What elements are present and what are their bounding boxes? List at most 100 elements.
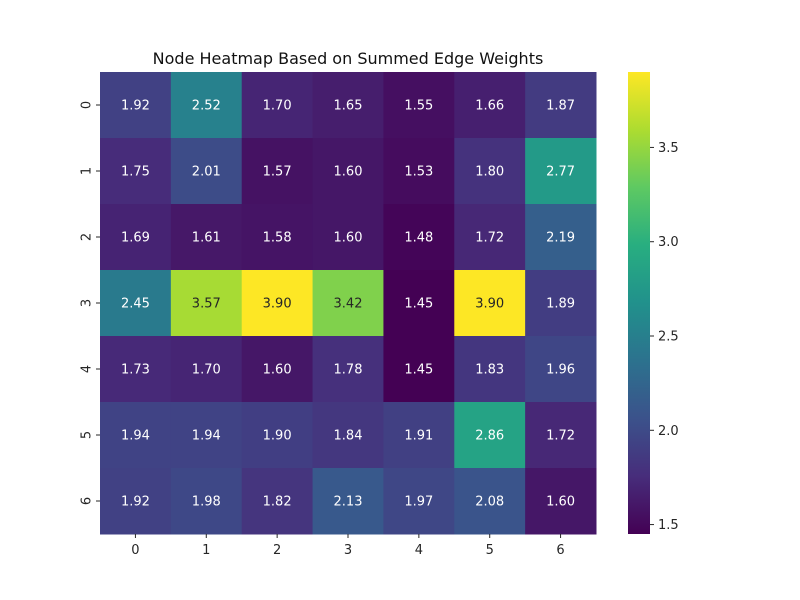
colorbar xyxy=(628,72,650,534)
heatmap-cell xyxy=(383,138,455,205)
x-tick-label: 0 xyxy=(131,543,139,558)
heatmap-cell xyxy=(100,204,172,271)
heatmap-cell xyxy=(170,204,243,271)
y-tick-label: 0 xyxy=(80,101,95,109)
heatmap-cell xyxy=(241,270,314,337)
cell-value-label: 1.87 xyxy=(546,99,575,114)
x-tick-label: 2 xyxy=(273,543,281,558)
heatmap-cell xyxy=(525,336,597,403)
cell-value-label: 3.90 xyxy=(263,297,292,312)
cell-value-label: 1.91 xyxy=(404,429,433,444)
x-tick-label: 3 xyxy=(344,543,352,558)
heatmap-cell xyxy=(100,270,172,337)
colorbar-tick-label: 1.5 xyxy=(658,518,679,533)
heatmap-cell xyxy=(312,138,384,205)
heatmap-cell xyxy=(454,402,526,469)
cell-value-label: 1.65 xyxy=(334,99,363,114)
heatmap-cell xyxy=(170,402,243,469)
y-tick-label: 6 xyxy=(80,497,95,505)
colorbar-tick-label: 3.5 xyxy=(658,141,679,156)
cell-value-label: 1.53 xyxy=(404,165,433,180)
cell-value-label: 1.94 xyxy=(121,429,150,444)
heatmap-cell xyxy=(312,402,384,469)
cell-value-label: 1.60 xyxy=(546,495,575,510)
cell-value-label: 1.72 xyxy=(546,429,575,444)
cell-value-label: 3.57 xyxy=(192,297,221,312)
heatmap-cell xyxy=(170,336,243,403)
colorbar-tick-label: 3.0 xyxy=(658,235,679,250)
cell-value-label: 2.08 xyxy=(475,495,504,510)
cell-value-label: 1.70 xyxy=(263,99,292,114)
cell-value-label: 1.60 xyxy=(334,231,363,246)
heatmap-cell xyxy=(100,336,172,403)
heatmap-cell xyxy=(170,72,243,139)
heatmap-cell xyxy=(241,402,314,469)
heatmap-cell xyxy=(525,138,597,205)
cell-value-label: 1.57 xyxy=(263,165,292,180)
colorbar-tick-label: 2.0 xyxy=(658,424,679,439)
heatmap-cell xyxy=(525,72,597,139)
heatmap-cell xyxy=(312,336,384,403)
heatmap-cell xyxy=(383,270,455,337)
cell-value-label: 2.19 xyxy=(546,231,575,246)
cell-value-label: 1.45 xyxy=(404,363,433,378)
cell-value-label: 1.78 xyxy=(334,363,363,378)
heatmap-cell xyxy=(525,270,597,337)
heatmap-cell xyxy=(100,138,172,205)
heatmap-cell xyxy=(525,468,597,535)
heatmap-cell xyxy=(454,138,526,205)
cell-value-label: 1.84 xyxy=(334,429,363,444)
cell-value-label: 1.97 xyxy=(404,495,433,510)
chart-title: Node Heatmap Based on Summed Edge Weight… xyxy=(153,49,544,68)
cell-value-label: 1.94 xyxy=(192,429,221,444)
cell-value-label: 1.80 xyxy=(475,165,504,180)
heatmap-cell xyxy=(170,468,243,535)
y-axis: 0 1 2 3 4 5 6 xyxy=(80,101,100,505)
cell-value-label: 1.90 xyxy=(263,429,292,444)
cell-value-label: 1.92 xyxy=(121,495,150,510)
heatmap-cell xyxy=(312,468,384,535)
cell-value-label: 1.60 xyxy=(334,165,363,180)
heatmap-cell xyxy=(241,138,314,205)
y-tick-label: 4 xyxy=(80,365,95,373)
cell-value-label: 1.82 xyxy=(263,495,292,510)
cell-value-label: 1.89 xyxy=(546,297,575,312)
heatmap-cell xyxy=(454,468,526,535)
y-tick-label: 2 xyxy=(80,233,95,241)
heatmap-cell xyxy=(383,468,455,535)
cell-value-label: 2.13 xyxy=(334,495,363,510)
heatmap-cell xyxy=(170,270,243,337)
heatmap-cell xyxy=(525,402,597,469)
cell-value-label: 1.55 xyxy=(404,99,433,114)
cell-value-label: 1.92 xyxy=(121,99,150,114)
cell-value-label: 1.83 xyxy=(475,363,504,378)
cell-value-label: 1.60 xyxy=(263,363,292,378)
cell-value-label: 2.77 xyxy=(546,165,575,180)
cell-value-label: 3.42 xyxy=(334,297,363,312)
heatmap-cells: 1.92 2.52 1.70 1.65 1.55 1.66 1.87 1.75 2.01 1.57… xyxy=(100,72,597,535)
cell-value-label: 1.96 xyxy=(546,363,575,378)
colorbar-ticks: 1.5 2.0 2.5 3.0 3.5 xyxy=(650,141,679,533)
cell-value-label: 1.58 xyxy=(263,231,292,246)
x-axis: 0 1 2 3 4 5 6 xyxy=(131,534,565,558)
cell-value-label: 1.72 xyxy=(475,231,504,246)
heatmap-cell xyxy=(241,72,314,139)
cell-value-label: 2.01 xyxy=(192,165,221,180)
x-tick-label: 6 xyxy=(556,543,564,558)
cell-value-label: 1.61 xyxy=(192,231,221,246)
heatmap-cell xyxy=(312,72,384,139)
heatmap-cell xyxy=(383,402,455,469)
cell-value-label: 1.98 xyxy=(192,495,221,510)
heatmap-cell xyxy=(454,270,526,337)
heatmap-cell xyxy=(312,270,384,337)
x-tick-label: 1 xyxy=(202,543,210,558)
heatmap-cell xyxy=(100,402,172,469)
cell-value-label: 1.66 xyxy=(475,99,504,114)
cell-value-label: 1.70 xyxy=(192,363,221,378)
cell-value-label: 1.45 xyxy=(404,297,433,312)
heatmap-cell xyxy=(241,204,314,271)
y-tick-label: 1 xyxy=(80,167,95,175)
cell-value-label: 1.73 xyxy=(121,363,150,378)
cell-value-label: 2.45 xyxy=(121,297,150,312)
